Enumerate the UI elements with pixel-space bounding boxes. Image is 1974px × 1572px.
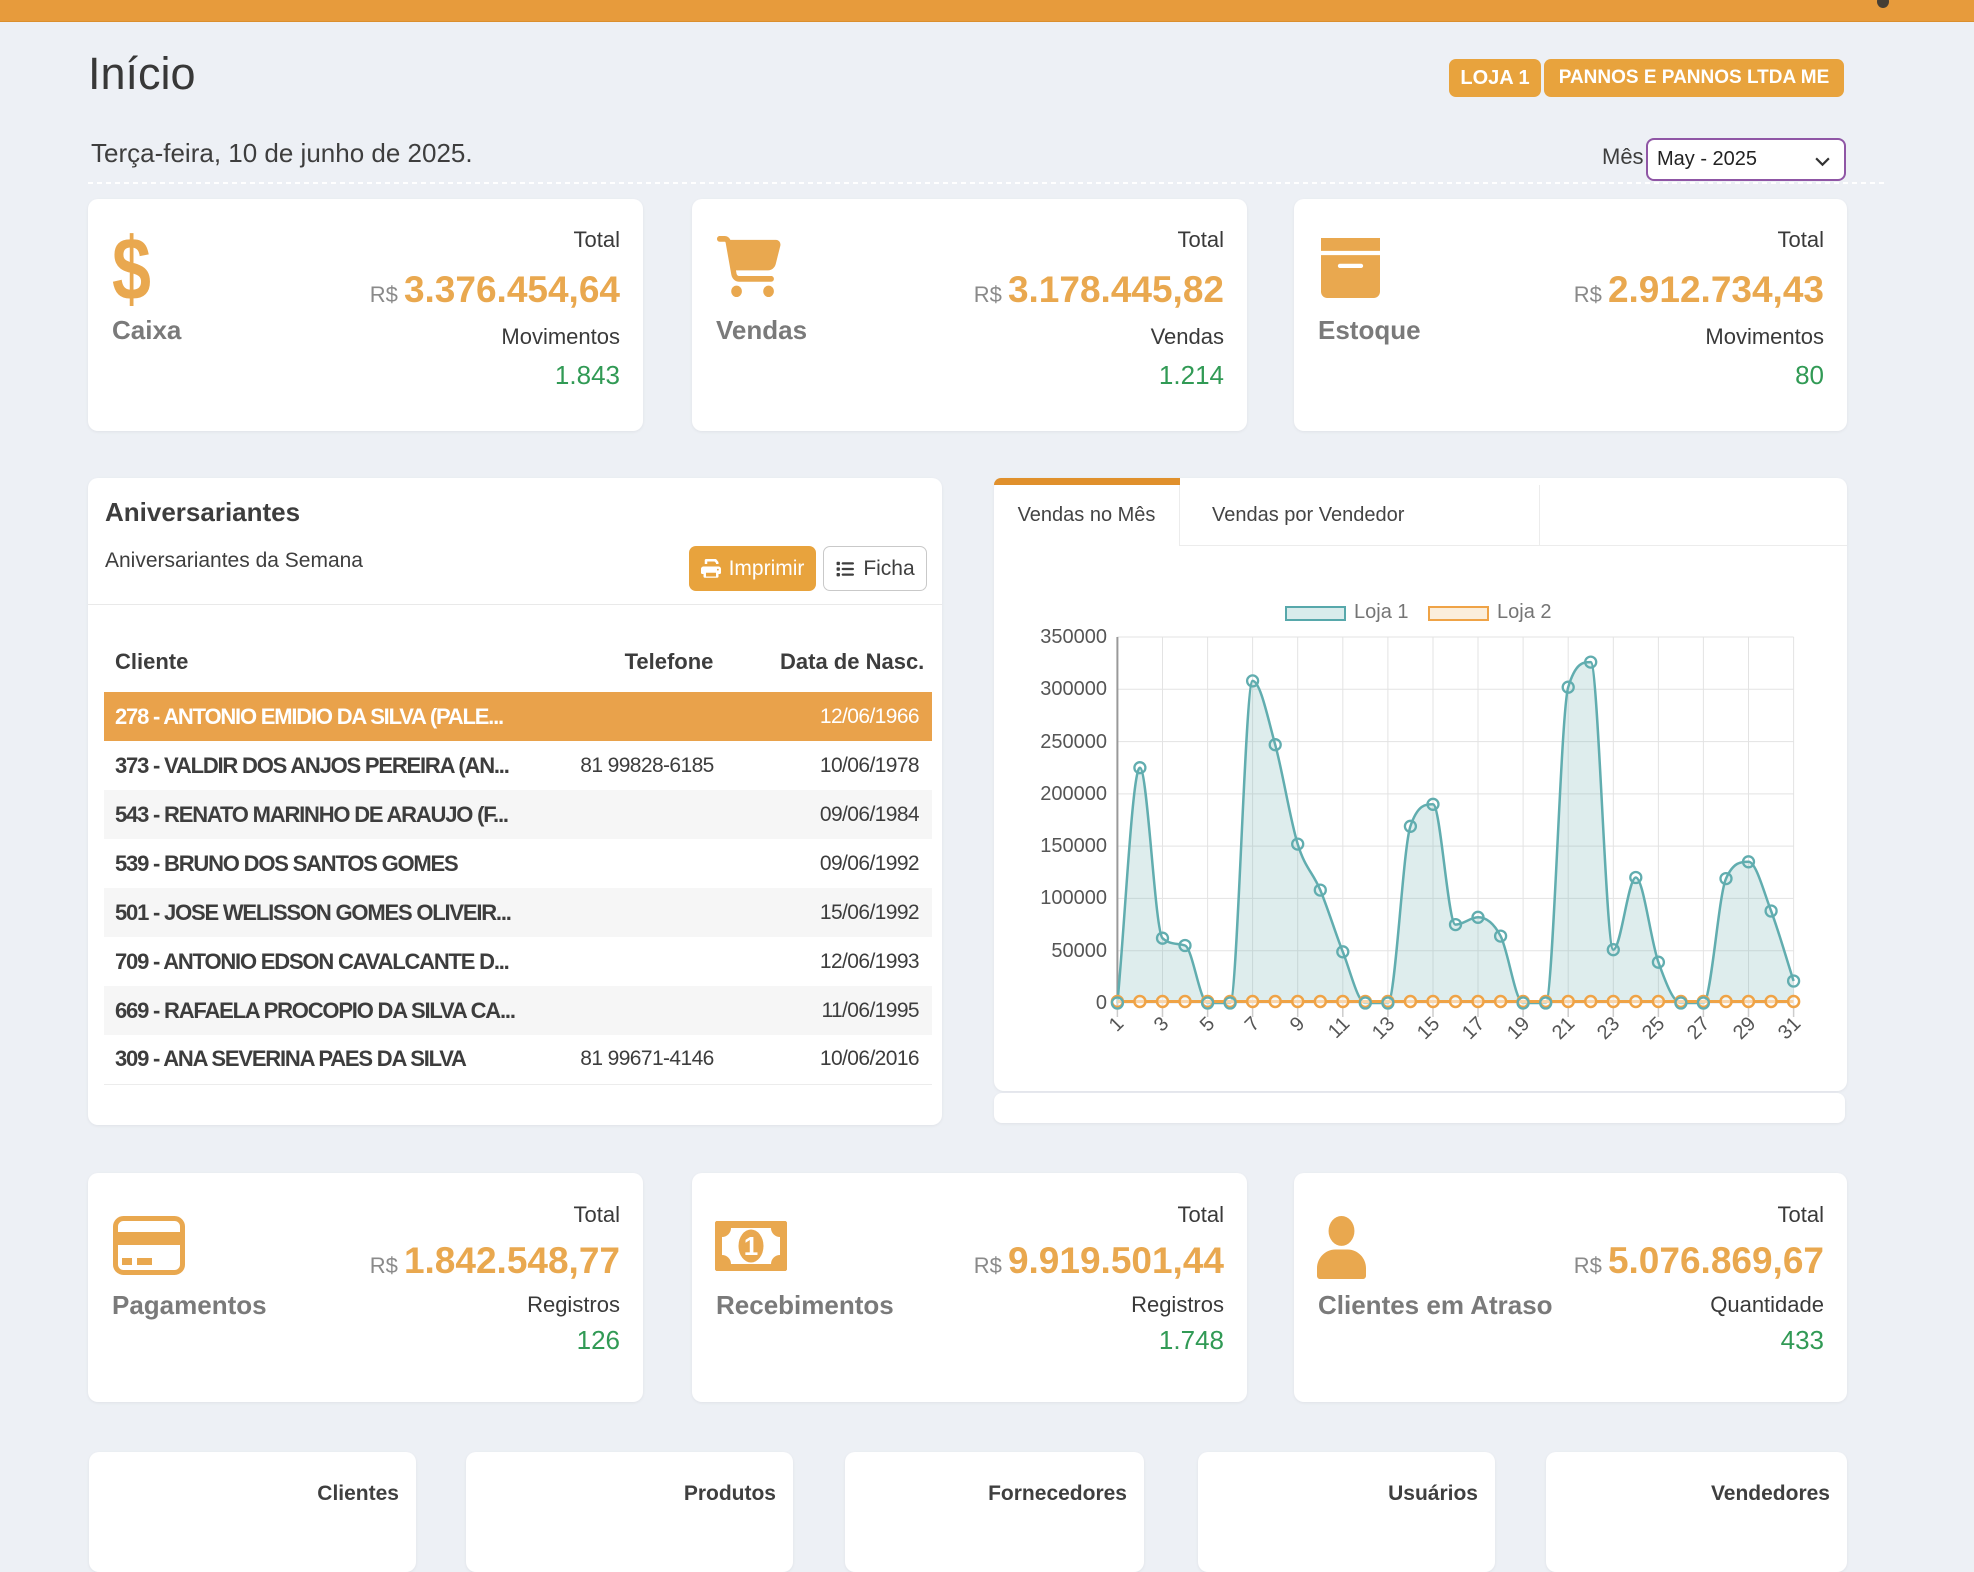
svg-text:1: 1: [744, 1231, 758, 1261]
